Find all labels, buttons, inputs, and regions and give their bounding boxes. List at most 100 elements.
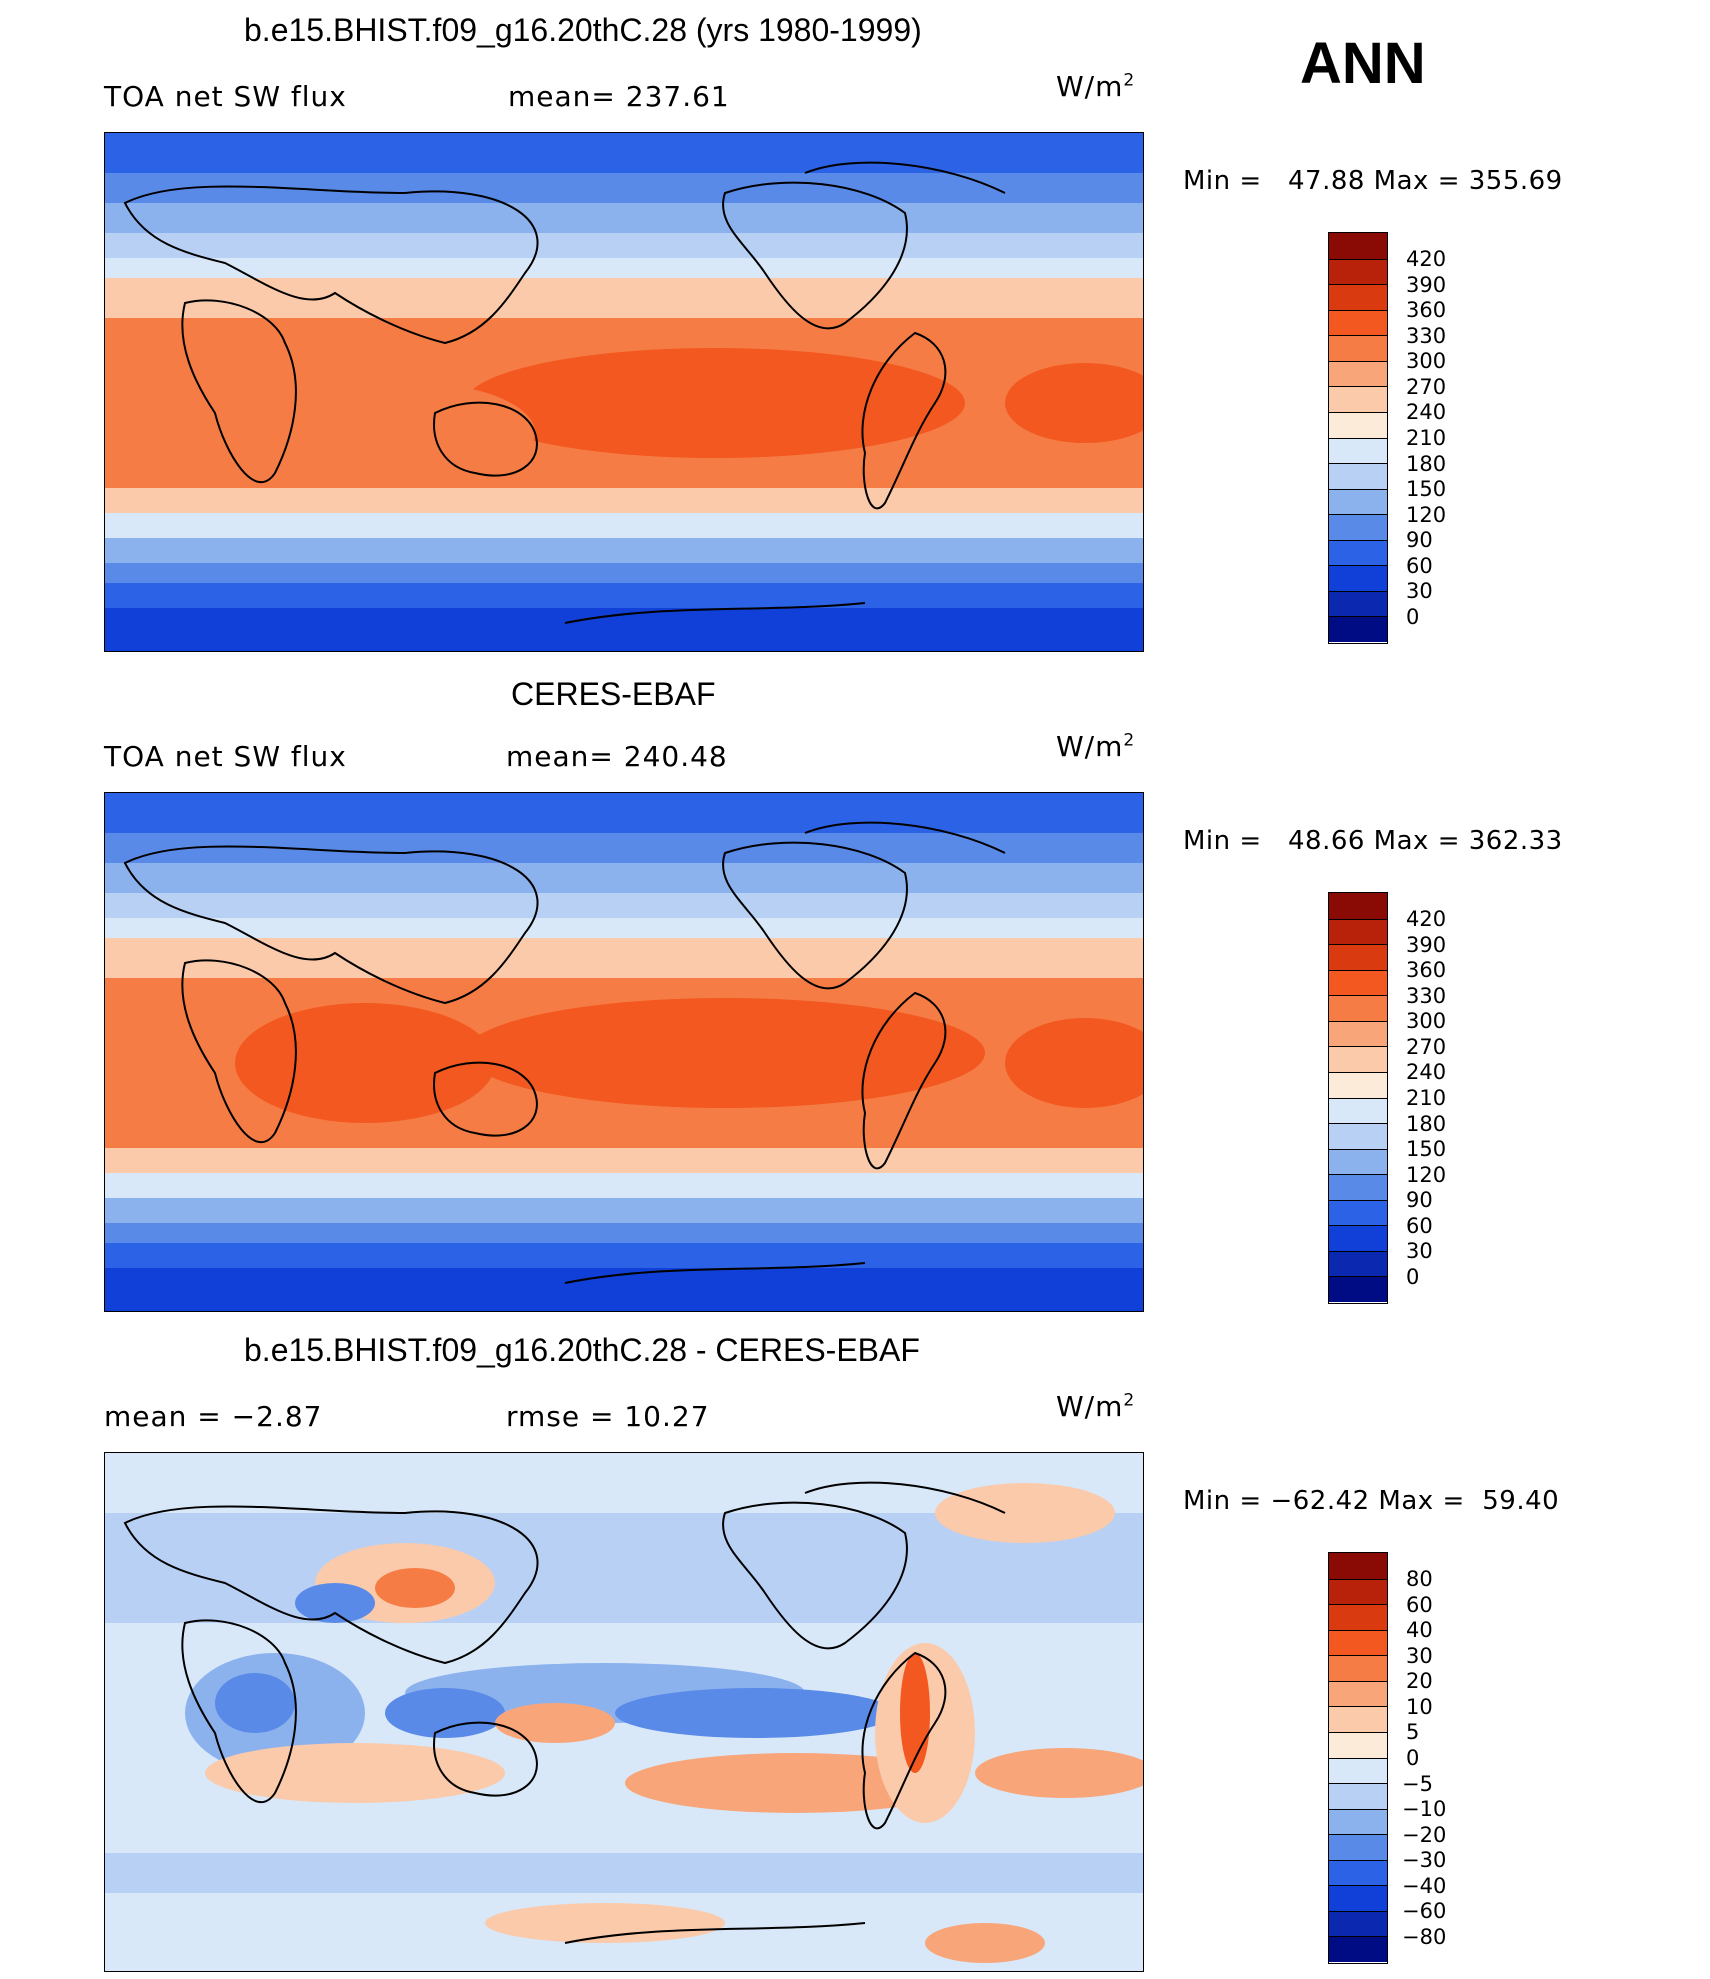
panel-3-units: W/m2	[1056, 1390, 1136, 1423]
colorbar-swatch	[1329, 1097, 1387, 1124]
colorbar-label: 360	[1406, 298, 1447, 323]
colorbar-label: 30	[1406, 1239, 1433, 1264]
panel-3-min-max: Min = −62.42 Max = 59.40	[1183, 1486, 1560, 1516]
panel-3-title: b.e15.BHIST.f09_g16.20thC.28 - CERES-EBA…	[244, 1332, 920, 1368]
colorbar-swatch	[1329, 284, 1387, 310]
colorbar-label: 120	[1406, 502, 1447, 527]
colorbar-swatch	[1329, 233, 1387, 259]
colorbar-swatch	[1329, 944, 1387, 970]
colorbar-swatch	[1329, 1071, 1387, 1098]
colorbar-label: 40	[1406, 1618, 1433, 1643]
panel-1-map	[104, 132, 1144, 652]
colorbar-label: −80	[1402, 1924, 1447, 1949]
colorbar-label: 180	[1406, 1111, 1447, 1136]
colorbar-label: 60	[1406, 1592, 1433, 1617]
colorbar-swatch	[1329, 1148, 1387, 1175]
colorbar-label: 210	[1406, 1086, 1447, 1110]
colorbar-label: 150	[1406, 477, 1447, 502]
panel-2-colorbar	[1328, 892, 1388, 1304]
colorbar-swatch	[1329, 565, 1387, 591]
panel-3-colorbar	[1328, 1552, 1388, 1964]
colorbar-label: 420	[1406, 247, 1447, 272]
colorbar-swatch	[1329, 360, 1387, 387]
colorbar-label: 30	[1406, 579, 1433, 604]
colorbar-swatch	[1329, 1808, 1387, 1835]
colorbar-label: 180	[1406, 451, 1447, 476]
colorbar-swatch	[1329, 918, 1387, 945]
colorbar-label: 120	[1406, 1162, 1447, 1187]
colorbar-swatch	[1329, 1604, 1387, 1630]
panel-2-units: W/m2	[1056, 730, 1136, 763]
colorbar-label: 0	[1406, 1746, 1420, 1770]
panel-2-title: CERES-EBAF	[511, 676, 716, 712]
colorbar-swatch	[1329, 488, 1387, 515]
panel-3-map	[104, 1452, 1144, 1972]
colorbar-swatch	[1329, 335, 1387, 361]
colorbar-swatch	[1329, 1731, 1387, 1758]
colorbar-label: 30	[1406, 1643, 1433, 1668]
colorbar-swatch	[1329, 1199, 1387, 1226]
colorbar-swatch	[1329, 1174, 1387, 1200]
colorbar-label: 270	[1406, 374, 1447, 399]
colorbar-label: 420	[1406, 907, 1447, 932]
colorbar-label: 90	[1406, 528, 1433, 553]
colorbar-label: −20	[1402, 1822, 1447, 1847]
season-label: ANN	[1300, 31, 1426, 96]
colorbar-label: 10	[1406, 1694, 1433, 1719]
colorbar-label: 270	[1406, 1034, 1447, 1059]
colorbar-swatch	[1329, 1885, 1387, 1911]
panel-1-field-label: TOA net SW flux	[104, 80, 347, 113]
colorbar-label: 80	[1406, 1567, 1433, 1592]
colorbar-label: 330	[1406, 983, 1447, 1008]
colorbar-swatch	[1329, 1655, 1387, 1681]
colorbar-swatch	[1329, 386, 1387, 412]
colorbar-label: −30	[1402, 1848, 1447, 1873]
colorbar-label: 300	[1406, 1009, 1447, 1034]
colorbar-swatch	[1329, 1553, 1387, 1579]
colorbar-swatch	[1329, 309, 1387, 336]
colorbar-label: 240	[1406, 400, 1447, 425]
colorbar-label: 0	[1406, 1264, 1420, 1289]
colorbar-swatch	[1329, 1578, 1387, 1605]
colorbar-swatch	[1329, 1250, 1387, 1277]
panel-1-title: b.e15.BHIST.f09_g16.20thC.28 (yrs 1980-1…	[244, 12, 922, 48]
colorbar-swatch	[1329, 1910, 1387, 1937]
colorbar-swatch	[1329, 1859, 1387, 1886]
colorbar-swatch	[1329, 437, 1387, 464]
colorbar-swatch	[1329, 258, 1387, 285]
colorbar-label: 390	[1406, 272, 1447, 297]
colorbar-swatch	[1329, 590, 1387, 617]
colorbar-label: 300	[1406, 349, 1447, 374]
panel-3-rmse-label: rmse = 10.27	[506, 1400, 710, 1433]
colorbar-swatch	[1329, 411, 1387, 438]
colorbar-swatch	[1329, 1936, 1387, 1962]
colorbar-swatch	[1329, 539, 1387, 566]
colorbar-label: −40	[1402, 1873, 1447, 1898]
panel-2-mean-label: mean= 240.48	[506, 740, 728, 773]
colorbar-swatch	[1329, 1757, 1387, 1784]
colorbar-label: −5	[1402, 1771, 1433, 1796]
colorbar-swatch	[1329, 514, 1387, 540]
panel-1-colorbar	[1328, 232, 1388, 644]
colorbar-swatch	[1329, 1276, 1387, 1302]
colorbar-swatch	[1329, 1680, 1387, 1707]
colorbar-swatch	[1329, 1020, 1387, 1047]
panel-2-map	[104, 792, 1144, 1312]
colorbar-swatch	[1329, 969, 1387, 996]
colorbar-label: 240	[1406, 1060, 1447, 1085]
colorbar-label: 360	[1406, 958, 1447, 983]
panel-1-units: W/m2	[1056, 70, 1136, 103]
colorbar-swatch	[1329, 616, 1387, 642]
colorbar-swatch	[1329, 995, 1387, 1021]
colorbar-swatch	[1329, 1225, 1387, 1251]
colorbar-swatch	[1329, 1629, 1387, 1656]
colorbar-label: 150	[1406, 1137, 1447, 1162]
colorbar-label: 0	[1406, 604, 1420, 629]
colorbar-label: 330	[1406, 323, 1447, 348]
colorbar-label: 60	[1406, 553, 1433, 578]
panel-2-contour-field	[105, 793, 1143, 1311]
colorbar-label: −10	[1402, 1797, 1447, 1822]
panel-2-min-max: Min = 48.66 Max = 362.33	[1183, 826, 1563, 856]
colorbar-swatch	[1329, 1783, 1387, 1809]
colorbar-swatch	[1329, 463, 1387, 489]
